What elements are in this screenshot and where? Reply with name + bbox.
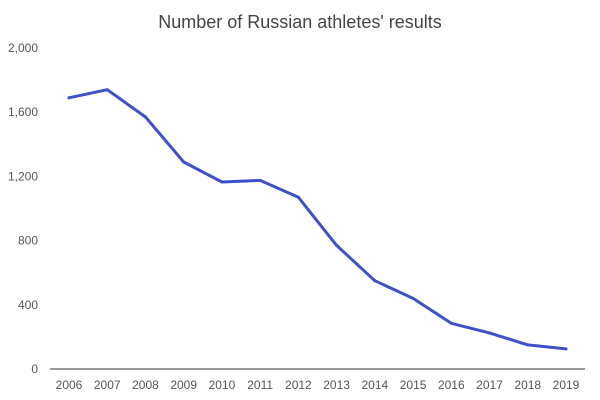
x-tick-label: 2008: [132, 378, 159, 392]
data-point: [182, 160, 186, 164]
y-axis-tick-labels: 0 400 800 1,200 1,600 2,000: [8, 41, 38, 376]
data-point: [220, 180, 224, 184]
data-point: [488, 331, 492, 335]
x-tick-label: 2017: [476, 378, 503, 392]
x-axis-tick-labels: 2006 2007 2008 2009 2010 2011 2012 2013 2014 2015…: [56, 378, 580, 392]
data-point: [526, 343, 530, 347]
x-tick-label: 2013: [323, 378, 350, 392]
data-point: [105, 88, 109, 92]
x-tick-label: 2009: [170, 378, 197, 392]
series-line: [67, 88, 568, 351]
x-tick-label: 2018: [514, 378, 541, 392]
x-tick-label: 2006: [56, 378, 83, 392]
y-tick-label: 0: [31, 362, 38, 376]
y-tick-label: 1,600: [8, 105, 38, 119]
series-group: [67, 88, 568, 351]
y-tick-label: 800: [18, 234, 38, 248]
x-tick-label: 2019: [553, 378, 580, 392]
x-tick-label: 2011: [247, 378, 273, 392]
data-point: [449, 321, 453, 325]
x-tick-label: 2015: [400, 378, 427, 392]
data-point: [373, 279, 377, 283]
y-tick-label: 1,200: [8, 169, 38, 183]
data-point: [296, 195, 300, 199]
data-point: [67, 96, 71, 100]
x-tick-label: 2014: [361, 378, 388, 392]
x-tick-label: 2007: [94, 378, 121, 392]
x-tick-label: 2012: [285, 378, 312, 392]
y-tick-label: 400: [18, 298, 38, 312]
data-point: [411, 296, 415, 300]
data-point: [564, 347, 568, 351]
chart-title: Number of Russian athletes' results: [158, 12, 442, 32]
data-point: [258, 178, 262, 182]
y-tick-label: 2,000: [8, 41, 38, 55]
data-point: [335, 243, 339, 247]
x-tick-label: 2010: [209, 378, 236, 392]
data-point: [143, 115, 147, 119]
x-tick-label: 2016: [438, 378, 465, 392]
